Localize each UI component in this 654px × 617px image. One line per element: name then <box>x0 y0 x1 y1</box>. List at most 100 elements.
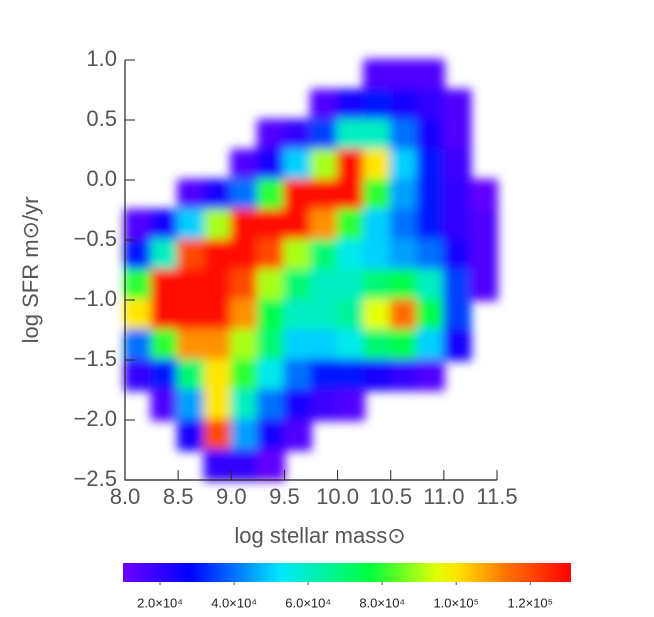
heat-cell <box>336 329 366 361</box>
heat-cell <box>416 239 445 271</box>
heat-cell <box>363 179 392 211</box>
heat-cell <box>310 329 339 361</box>
heat-cell <box>310 269 339 301</box>
heat-cell <box>256 119 286 151</box>
heat-cell <box>416 149 445 181</box>
heat-cell <box>336 269 366 301</box>
y-tick-label: 1.0 <box>86 46 117 71</box>
heat-cell <box>256 299 286 331</box>
heat-cell <box>230 449 259 481</box>
y-tick-label: 0.0 <box>86 166 117 191</box>
heat-cell <box>150 329 180 361</box>
heat-cell <box>283 239 312 271</box>
heat-cell <box>230 269 259 301</box>
heat-cell <box>283 359 312 391</box>
heat-cell <box>283 389 312 421</box>
y-tick-label: −2.5 <box>74 466 117 491</box>
heat-cell <box>363 89 392 121</box>
heat-cell <box>336 239 366 271</box>
heat-cell <box>469 209 498 241</box>
heat-cell <box>150 239 180 271</box>
heat-cell <box>256 239 286 271</box>
heat-cell <box>256 149 286 181</box>
y-axis-label: log SFR m⊙/yr <box>18 197 43 344</box>
heat-cell <box>469 239 498 271</box>
heat-cell <box>389 359 419 391</box>
x-tick-label: 8.0 <box>110 484 141 509</box>
heat-cell <box>310 119 339 151</box>
heat-cell <box>230 359 259 391</box>
x-tick-label: 9.5 <box>269 484 300 509</box>
heat-cell <box>203 389 233 421</box>
heat-cell <box>310 299 339 331</box>
heat-cell <box>416 329 445 361</box>
heat-cell <box>389 179 419 211</box>
heat-cell <box>389 119 419 151</box>
heat-cell <box>256 269 286 301</box>
heat-cell <box>256 359 286 391</box>
colorbar-tick-label: 1.0×10⁵ <box>433 595 479 610</box>
colorbar-tick-label: 6.0×10⁴ <box>285 595 331 610</box>
heat-cell <box>336 179 366 211</box>
heat-cell <box>203 239 233 271</box>
heat-cell <box>283 149 312 181</box>
colorbar-tick-label: 1.2×10⁵ <box>508 595 554 610</box>
heat-cell <box>177 179 206 211</box>
heat-cell <box>203 449 233 481</box>
axes: 8.0 8.5 9.0 9.5 10.0 10.5 11.0 11.5 −2.5 −2.0 −1.5… <box>74 46 518 509</box>
heat-cell <box>442 299 472 331</box>
heat-cell <box>442 269 472 301</box>
heat-cell <box>177 269 206 301</box>
heat-cell <box>230 179 259 211</box>
x-tick-label: 10.0 <box>316 484 359 509</box>
heat-cell <box>124 299 153 331</box>
heat-cell <box>124 329 153 361</box>
heat-cell <box>389 149 419 181</box>
x-tick-label: 9.0 <box>216 484 247 509</box>
heat-cell <box>336 299 366 331</box>
heat-cell <box>283 209 312 241</box>
heat-cell <box>177 389 206 421</box>
heat-cell <box>256 209 286 241</box>
heat-cell <box>256 419 286 451</box>
heat-cell <box>469 179 498 211</box>
heat-cell <box>230 299 259 331</box>
heat-cell <box>363 239 392 271</box>
heat-cell <box>150 299 180 331</box>
heat-cell <box>124 239 153 271</box>
heat-cell <box>283 419 312 451</box>
x-tick-label: 11.0 <box>423 484 464 509</box>
heat-cell <box>124 209 153 241</box>
heat-cell <box>416 179 445 211</box>
heat-cell <box>150 269 180 301</box>
x-tick-label: 11.5 <box>476 484 517 509</box>
heat-cell <box>203 179 233 211</box>
heat-cell <box>416 359 445 391</box>
heat-cell <box>416 119 445 151</box>
heat-cell <box>310 239 339 271</box>
heat-cell <box>177 239 206 271</box>
heat-cell <box>283 269 312 301</box>
colorbar-tick-label: 8.0×10⁴ <box>359 595 405 610</box>
heat-cell <box>203 329 233 361</box>
heat-cell <box>203 299 233 331</box>
heat-cell <box>363 299 392 331</box>
heat-cell <box>416 209 445 241</box>
heat-cell <box>230 149 259 181</box>
heat-cell <box>442 179 472 211</box>
heat-cell <box>256 389 286 421</box>
heat-cell <box>363 119 392 151</box>
heat-cell <box>177 299 206 331</box>
heat-cell <box>150 359 180 391</box>
heat-cell <box>442 89 472 121</box>
heat-cell <box>416 89 445 121</box>
heat-cell <box>203 269 233 301</box>
heat-cell <box>416 59 445 91</box>
heat-cell <box>256 329 286 361</box>
heat-cell <box>283 299 312 331</box>
heat-cell <box>389 239 419 271</box>
heat-cell <box>230 329 259 361</box>
heat-cell <box>203 359 233 391</box>
x-tick-label: 8.5 <box>163 484 194 509</box>
